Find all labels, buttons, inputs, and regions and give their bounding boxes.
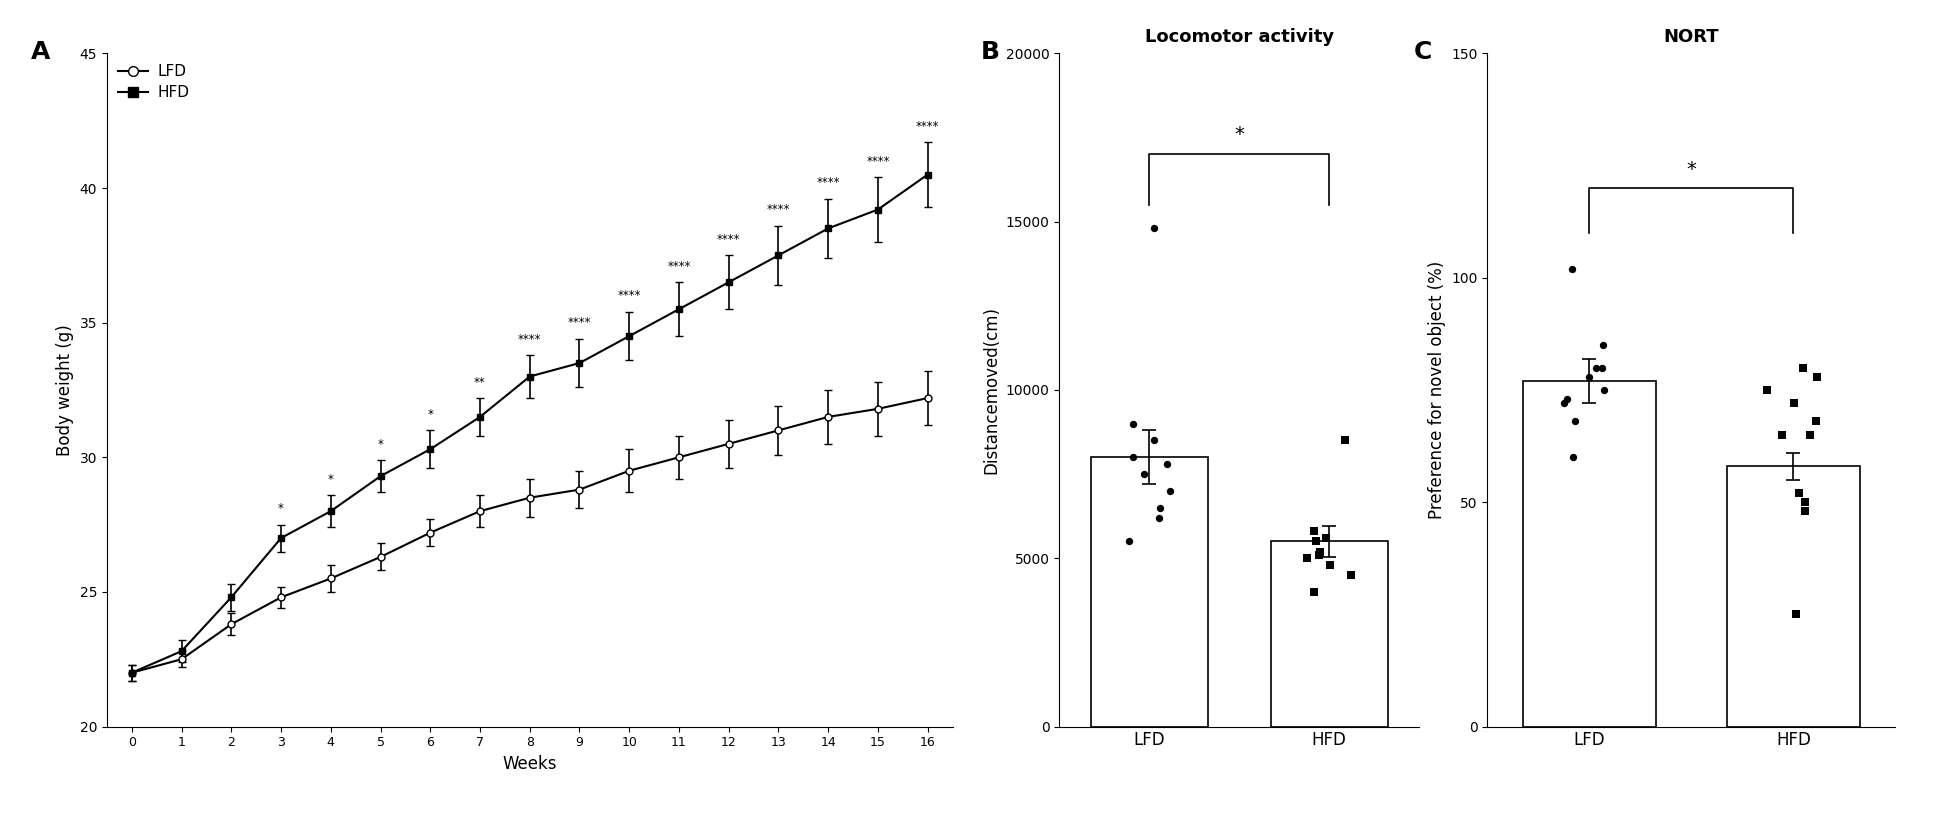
Point xyxy=(1559,415,1590,428)
Point xyxy=(1299,525,1330,538)
Point xyxy=(1299,585,1330,599)
Point xyxy=(1143,511,1174,525)
Point xyxy=(1336,568,1367,581)
Y-axis label: Preference for novel object (%): Preference for novel object (%) xyxy=(1427,261,1446,519)
Point xyxy=(1788,505,1820,518)
Text: ****: **** xyxy=(717,233,741,246)
Point xyxy=(1752,383,1783,397)
Point xyxy=(1588,338,1619,351)
Point xyxy=(1790,496,1822,509)
Y-axis label: Distancemoved(cm): Distancemoved(cm) xyxy=(982,306,1001,474)
Point xyxy=(1781,608,1812,621)
Text: ****: **** xyxy=(816,177,840,190)
Point xyxy=(1151,457,1182,470)
Point xyxy=(1580,361,1612,374)
Text: ****: **** xyxy=(916,120,939,133)
Bar xyxy=(1091,457,1207,727)
Point xyxy=(1794,429,1825,442)
X-axis label: Weeks: Weeks xyxy=(502,754,558,773)
Point xyxy=(1330,433,1361,447)
Point xyxy=(1118,417,1149,430)
Point xyxy=(1118,451,1149,464)
Text: ****: **** xyxy=(517,333,542,346)
Text: A: A xyxy=(31,40,51,64)
Text: ****: **** xyxy=(568,316,591,329)
Point xyxy=(1155,484,1186,498)
Point xyxy=(1139,222,1170,235)
Point xyxy=(1310,531,1341,544)
Text: ****: **** xyxy=(867,155,890,167)
Point xyxy=(1802,370,1833,383)
Point xyxy=(1557,451,1588,464)
Title: NORT: NORT xyxy=(1664,28,1718,46)
Text: *: * xyxy=(278,502,284,516)
Point xyxy=(1314,558,1345,571)
Text: C: C xyxy=(1413,40,1433,64)
Text: *: * xyxy=(1234,126,1244,144)
Bar xyxy=(1522,381,1656,727)
Bar xyxy=(1271,542,1388,727)
Point xyxy=(1114,535,1145,548)
Point xyxy=(1304,545,1336,558)
Text: *: * xyxy=(428,408,434,421)
Point xyxy=(1767,429,1798,442)
Point xyxy=(1800,415,1831,428)
Text: **: ** xyxy=(474,376,486,388)
Point xyxy=(1547,397,1579,410)
Text: *: * xyxy=(1685,160,1697,179)
Text: *: * xyxy=(329,473,334,485)
Point xyxy=(1779,397,1810,410)
Point xyxy=(1301,535,1332,548)
Point xyxy=(1551,392,1582,406)
Point xyxy=(1304,548,1336,562)
Point xyxy=(1573,370,1604,383)
Y-axis label: Body weight (g): Body weight (g) xyxy=(56,324,74,456)
Point xyxy=(1139,433,1170,447)
Text: ****: **** xyxy=(618,290,642,302)
Text: B: B xyxy=(980,40,999,64)
Text: ****: **** xyxy=(766,204,789,216)
Point xyxy=(1145,501,1176,514)
Legend: LFD, HFD: LFD, HFD xyxy=(111,58,196,106)
Point xyxy=(1788,361,1820,374)
Title: Locomotor activity: Locomotor activity xyxy=(1145,28,1334,46)
Point xyxy=(1785,487,1816,500)
Bar xyxy=(1726,466,1860,727)
Point xyxy=(1555,262,1586,275)
Text: *: * xyxy=(377,438,383,451)
Text: ****: **** xyxy=(667,259,690,273)
Point xyxy=(1291,552,1322,565)
Point xyxy=(1128,467,1159,480)
Point xyxy=(1586,361,1617,374)
Point xyxy=(1588,383,1619,397)
